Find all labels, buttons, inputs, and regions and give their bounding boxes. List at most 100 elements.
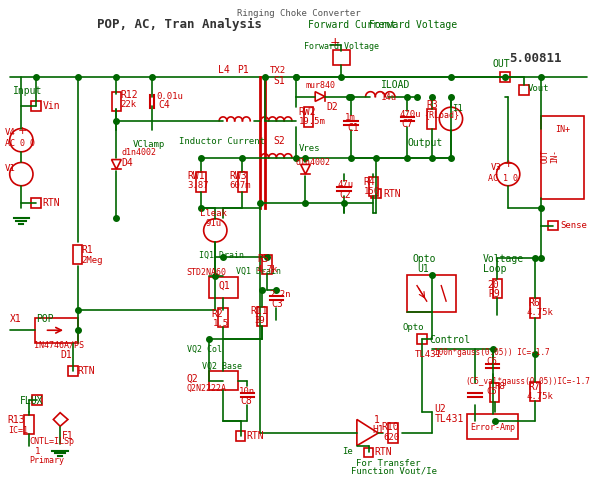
Text: X1: X1 bbox=[10, 313, 22, 323]
Bar bbox=[73, 245, 83, 265]
Text: 91u: 91u bbox=[206, 219, 222, 228]
Bar bbox=[31, 199, 41, 209]
Text: {RLoad}: {RLoad} bbox=[424, 110, 459, 119]
Text: +: + bbox=[330, 36, 341, 49]
Text: For Transfer: For Transfer bbox=[356, 458, 420, 467]
Text: (C5_val*gauss(0.05))IC=-1.7: (C5_val*gauss(0.05))IC=-1.7 bbox=[466, 376, 590, 385]
Text: RTN: RTN bbox=[375, 446, 392, 456]
Text: V4: V4 bbox=[5, 128, 15, 137]
Text: R2: R2 bbox=[211, 308, 223, 318]
Bar bbox=[493, 279, 502, 299]
Text: 470u: 470u bbox=[400, 109, 421, 118]
Bar bbox=[196, 173, 206, 192]
Bar bbox=[519, 86, 529, 96]
Text: R12: R12 bbox=[120, 89, 138, 99]
Text: Vres: Vres bbox=[299, 144, 320, 153]
Bar bbox=[548, 221, 557, 231]
Text: 4.75k: 4.75k bbox=[527, 391, 553, 400]
Text: 0.01u: 0.01u bbox=[156, 92, 183, 101]
Circle shape bbox=[439, 108, 463, 131]
Text: Q2N2222A: Q2N2222A bbox=[186, 383, 226, 392]
Text: 100n*gauss(0.05)) IC=-1.7: 100n*gauss(0.05)) IC=-1.7 bbox=[434, 348, 550, 356]
Text: AC 1 0: AC 1 0 bbox=[488, 173, 518, 182]
Text: IC=1: IC=1 bbox=[8, 425, 28, 434]
Text: 47u: 47u bbox=[338, 180, 354, 189]
Text: TL431: TL431 bbox=[415, 349, 442, 358]
Text: L4: L4 bbox=[218, 65, 230, 75]
Text: 2.2n: 2.2n bbox=[270, 289, 291, 298]
Text: 1N4746A/PS: 1N4746A/PS bbox=[34, 340, 84, 348]
Text: R7: R7 bbox=[529, 381, 540, 391]
Text: C7: C7 bbox=[402, 119, 413, 129]
Bar bbox=[388, 423, 397, 443]
Bar bbox=[31, 102, 41, 112]
Text: Forward Voltage: Forward Voltage bbox=[368, 20, 456, 30]
Text: VQ2 Col: VQ2 Col bbox=[187, 345, 222, 353]
Text: Vin: Vin bbox=[43, 101, 60, 111]
Bar bbox=[111, 93, 121, 112]
Text: 19.5m: 19.5m bbox=[299, 117, 326, 126]
Bar bbox=[530, 299, 540, 318]
Text: mur840: mur840 bbox=[306, 81, 336, 90]
Text: Inductor Current: Inductor Current bbox=[179, 136, 265, 145]
Text: V1: V1 bbox=[5, 164, 15, 172]
Text: C6: C6 bbox=[487, 356, 498, 365]
Text: D2: D2 bbox=[327, 102, 339, 112]
Text: Function Vout/Ie: Function Vout/Ie bbox=[351, 466, 437, 474]
Text: TX2: TX2 bbox=[270, 66, 286, 75]
Text: Error-Amp: Error-Amp bbox=[470, 422, 515, 431]
Text: VQ2 Base: VQ2 Base bbox=[201, 361, 241, 370]
Polygon shape bbox=[301, 165, 310, 175]
Text: IN-: IN- bbox=[550, 148, 559, 162]
Text: Output: Output bbox=[407, 138, 442, 148]
Bar bbox=[407, 276, 456, 312]
Text: 10n: 10n bbox=[238, 386, 254, 395]
Text: RW3: RW3 bbox=[230, 171, 248, 180]
Text: Vout: Vout bbox=[527, 84, 549, 93]
Text: 1: 1 bbox=[373, 415, 379, 425]
Bar bbox=[363, 448, 373, 457]
Text: 1.5: 1.5 bbox=[213, 318, 230, 327]
Text: 1: 1 bbox=[35, 446, 40, 455]
Text: I1: I1 bbox=[452, 104, 463, 112]
Bar bbox=[32, 396, 42, 405]
Text: Loop: Loop bbox=[483, 264, 506, 274]
Bar bbox=[262, 255, 272, 275]
Bar bbox=[68, 366, 78, 376]
Text: R10: R10 bbox=[381, 421, 399, 432]
Circle shape bbox=[496, 163, 520, 186]
Bar bbox=[417, 335, 427, 344]
Text: RW1: RW1 bbox=[187, 171, 205, 180]
Bar bbox=[35, 318, 78, 343]
Text: Q1: Q1 bbox=[218, 280, 230, 290]
Text: U2: U2 bbox=[434, 403, 446, 413]
Text: AC 0 0: AC 0 0 bbox=[5, 138, 35, 147]
Text: Ringing Choke Converter: Ringing Choke Converter bbox=[237, 9, 360, 18]
Text: Sense: Sense bbox=[561, 221, 588, 229]
Bar bbox=[208, 371, 238, 391]
Text: C3: C3 bbox=[272, 299, 283, 309]
Text: R4: R4 bbox=[363, 177, 375, 187]
Text: RTN: RTN bbox=[246, 430, 264, 440]
Circle shape bbox=[204, 219, 227, 242]
Text: 150: 150 bbox=[363, 187, 380, 196]
Text: RTN: RTN bbox=[383, 188, 400, 198]
Text: S2: S2 bbox=[274, 136, 285, 146]
Text: +: + bbox=[503, 159, 513, 169]
Text: +: + bbox=[17, 126, 27, 136]
Circle shape bbox=[10, 163, 33, 186]
Text: C8: C8 bbox=[240, 395, 253, 405]
Bar bbox=[236, 431, 245, 441]
Bar bbox=[530, 382, 540, 401]
Text: S1: S1 bbox=[274, 76, 285, 86]
Bar bbox=[257, 307, 267, 327]
Text: 39: 39 bbox=[254, 315, 265, 324]
Text: R3: R3 bbox=[427, 100, 439, 110]
Text: d1n4002: d1n4002 bbox=[121, 148, 156, 157]
Text: ILOAD: ILOAD bbox=[381, 80, 410, 90]
Text: Ie: Ie bbox=[342, 446, 353, 455]
Text: Primary: Primary bbox=[29, 455, 64, 464]
Text: RW2: RW2 bbox=[299, 107, 317, 117]
Text: Voltage: Voltage bbox=[483, 254, 524, 264]
Bar bbox=[333, 51, 350, 66]
